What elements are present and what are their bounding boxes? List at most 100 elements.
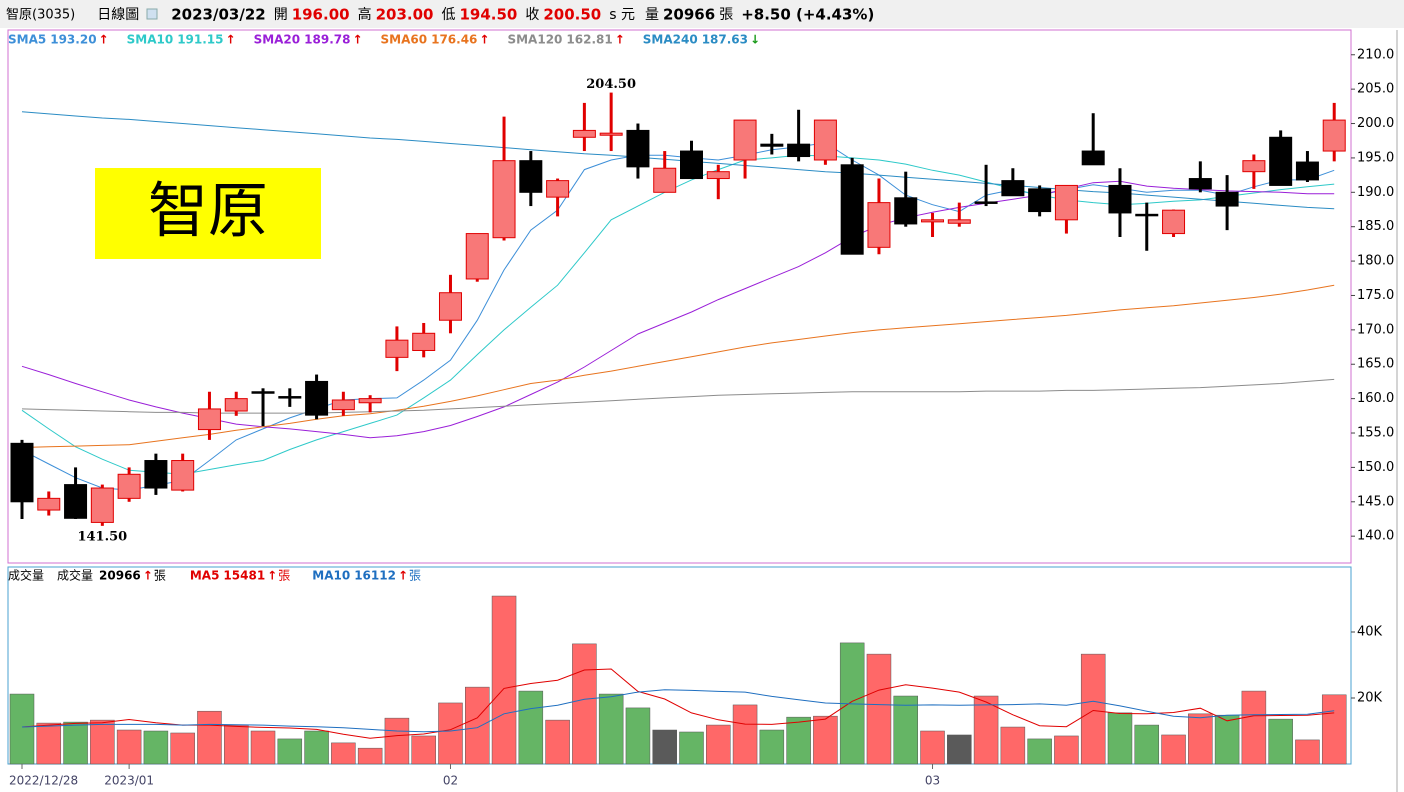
candle-body: [358, 398, 382, 404]
legend-name: MA5: [190, 569, 220, 583]
volume-bar: [1027, 738, 1052, 765]
volume-bar: [1214, 714, 1240, 765]
candle-body: [10, 442, 34, 503]
volume-bar: [491, 595, 517, 765]
legend-unit: 張: [278, 569, 290, 583]
volume-bar: [706, 724, 731, 765]
period: 日線圖: [97, 7, 139, 23]
checkbox-icon[interactable]: [146, 8, 158, 20]
candle-body: [733, 119, 757, 161]
volume-bar: [465, 686, 490, 765]
volume-bar: [411, 735, 436, 765]
volume-bar: [759, 729, 785, 765]
volume-bar: [572, 643, 597, 765]
volume-bar: [732, 704, 758, 765]
field-label: 開: [274, 7, 288, 23]
volume-bar: [1241, 690, 1267, 765]
x-tick-label: 03: [925, 774, 940, 788]
x-tick-label: 2023/01: [104, 774, 154, 788]
legend-arrow: ↑: [479, 33, 489, 47]
legend-arrow: ↑: [143, 569, 153, 583]
field-label: 高: [358, 6, 372, 23]
candle-body: [653, 167, 677, 193]
volume-bar: [1161, 734, 1186, 765]
candle-body: [1269, 136, 1293, 186]
candle-body: [37, 497, 61, 511]
volume-bar: [1295, 739, 1320, 765]
volume-bar: [598, 693, 624, 765]
x-tick-label: 2022/12/28: [9, 774, 78, 788]
volume-bar: [9, 693, 35, 765]
volume-bar: [545, 719, 570, 765]
legend-value: 191.15: [177, 33, 223, 47]
volume-bar: [625, 707, 651, 765]
candle-body: [921, 219, 945, 223]
candle-body: [278, 396, 302, 399]
volume-bar: [277, 738, 303, 765]
legend-arrow: ↑: [398, 569, 408, 583]
volume-bar: [63, 721, 88, 765]
candle-body: [706, 171, 730, 180]
candle-body: [1001, 180, 1025, 197]
legend-arrow: ↑: [267, 569, 277, 583]
candle-body: [144, 460, 168, 489]
y-tick-label: 175.0: [1357, 288, 1394, 303]
legend-unit: 張: [409, 569, 421, 583]
y-tick-label: 155.0: [1357, 426, 1394, 441]
legend-name: MA10: [312, 569, 350, 583]
volume-bar: [866, 653, 892, 765]
candle-body: [1322, 119, 1346, 152]
volume-bar: [250, 730, 276, 765]
candle-body: [465, 233, 489, 280]
legend-name: SMA240: [643, 33, 698, 47]
y-tick-label: 170.0: [1357, 322, 1394, 337]
candle-body: [1295, 161, 1319, 181]
legend-unit: 張: [154, 569, 166, 583]
volume-bar: [223, 724, 249, 765]
legend-value: 187.63: [702, 33, 748, 47]
volume-bar: [1054, 735, 1079, 765]
legend-value: 176.46: [431, 33, 477, 47]
candle-body: [1188, 178, 1212, 190]
y-tick-label: 190.0: [1357, 185, 1394, 200]
volume-bar: [384, 717, 410, 765]
volume-bar: [1080, 653, 1106, 765]
volume-bar: [920, 730, 945, 765]
stock-name-label: 智原: [148, 177, 268, 247]
y-tick-label: 20K: [1357, 691, 1383, 706]
volume-bar: [1268, 718, 1293, 765]
legend-value: 15481: [223, 569, 265, 583]
volume-bar: [973, 695, 999, 765]
legend-arrow: ↑: [226, 33, 236, 47]
volume-bar: [786, 716, 811, 765]
y-tick-label: 140.0: [1357, 529, 1394, 544]
legend-name: SMA5: [8, 33, 46, 47]
volume-bar: [331, 742, 356, 765]
volume-value: 20966: [663, 6, 715, 24]
candle-body: [117, 473, 141, 499]
legend-arrow: ↓: [750, 33, 760, 47]
stock-code: 智原(3035): [6, 8, 75, 23]
volume-bar: [197, 710, 222, 765]
field-value: 203.00: [376, 6, 434, 24]
candle-body: [813, 119, 837, 161]
candle-body: [1215, 191, 1239, 207]
volume-bar: [357, 747, 383, 765]
candle-body: [626, 129, 650, 168]
candle-body: [546, 180, 570, 198]
candle-body: [572, 129, 596, 138]
legend-value: 20966: [99, 569, 141, 583]
legend-name: SMA120: [507, 33, 562, 47]
legend-name: SMA10: [127, 33, 174, 47]
candle-body: [1054, 184, 1078, 221]
candle-body: [599, 132, 623, 136]
x-tick-label: 02: [443, 774, 458, 788]
candle-body: [867, 202, 891, 248]
volume-bar: [116, 729, 142, 765]
header-bar: [0, 0, 1404, 28]
volume-bar: [518, 690, 544, 765]
volume-ma-line: [21, 689, 1335, 733]
y-tick-label: 145.0: [1357, 494, 1394, 509]
legend-name: SMA60: [381, 33, 428, 47]
field-value: 196.00: [292, 6, 350, 24]
